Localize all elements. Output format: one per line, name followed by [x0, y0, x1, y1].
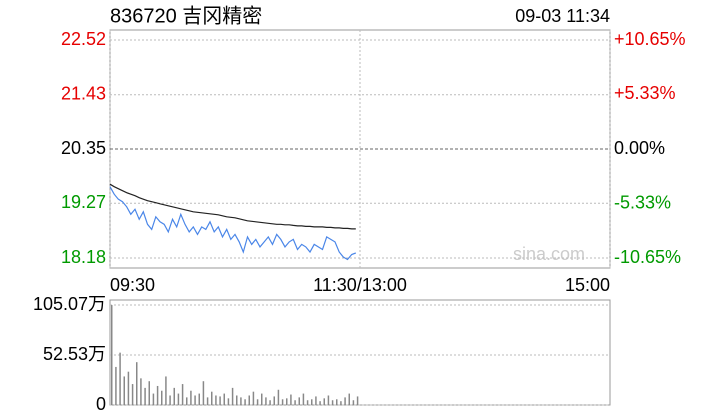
volume-bar: [327, 395, 330, 405]
volume-bar: [244, 399, 246, 405]
volume-bar: [215, 395, 217, 405]
volume-bar: [152, 393, 155, 405]
volume-bar: [156, 385, 159, 405]
price-line: [109, 186, 357, 261]
y-tick-label: 19.27: [61, 192, 106, 212]
volume-bar: [240, 397, 242, 405]
y-tick-label: 22.52: [61, 29, 106, 49]
volume-bar: [281, 399, 284, 405]
price-line: [109, 183, 356, 230]
y-tick-label: 18.18: [61, 247, 106, 267]
x-tick-label: 15:00: [565, 275, 610, 295]
volume-bar: [236, 395, 238, 405]
y2-tick-label: 0.00%: [614, 138, 665, 158]
volume-bar: [123, 376, 125, 405]
volume-bar: [190, 390, 192, 405]
volume-bar: [148, 381, 150, 405]
volume-bar: [298, 397, 300, 405]
volume-bar: [181, 384, 184, 405]
volume-bar: [256, 399, 259, 405]
y2-tick-label: +10.65%: [614, 29, 686, 49]
y-tick-label: 52.53万: [43, 344, 106, 364]
volume-bar: [286, 398, 288, 405]
x-tick-label: 09:30: [110, 275, 155, 295]
volume-bar: [177, 393, 180, 405]
volume-bar: [140, 378, 142, 405]
volume-bar: [265, 397, 267, 405]
volume-bar: [323, 398, 325, 405]
volume-bar: [131, 384, 134, 405]
volume-bar: [219, 396, 221, 405]
stock-title: 836720 吉冈精密: [110, 4, 262, 27]
volume-bar: [348, 393, 350, 405]
volume-bar: [352, 400, 355, 405]
volume-frame: [109, 299, 611, 406]
volume-bar: [127, 371, 130, 405]
volume-bar: [165, 376, 167, 405]
volume-bar: [227, 398, 230, 405]
volume-bar: [302, 393, 305, 405]
volume-bar: [269, 400, 271, 405]
volume-bar: [206, 397, 209, 405]
y-tick-label: 105.07万: [33, 294, 106, 314]
volume-bar: [356, 396, 359, 405]
volume-bar: [231, 387, 234, 405]
volume-bar: [169, 395, 171, 405]
volume-bar: [198, 393, 200, 405]
y-tick-label: 0: [96, 394, 106, 414]
volume-bar: [144, 387, 146, 405]
volume-bar: [202, 381, 205, 405]
y-tick-label: 21.43: [61, 84, 106, 104]
y2-tick-label: +5.33%: [614, 83, 676, 103]
volume-bar: [252, 391, 255, 405]
volume-bar: [161, 390, 163, 405]
volume-bar: [186, 397, 188, 405]
volume-bar: [311, 399, 313, 405]
volume-bar: [119, 352, 121, 405]
volume-bar: [336, 399, 338, 405]
y-tick-label: 20.35: [61, 138, 106, 158]
x-tick-label: 11:30/13:00: [313, 275, 407, 295]
volume-bar: [331, 400, 334, 405]
volume-bar: [115, 366, 117, 405]
volume-bar: [294, 400, 296, 405]
volume-bar: [194, 395, 196, 405]
volume-bar: [211, 391, 213, 405]
volume-bar: [173, 387, 175, 405]
volume-bar: [261, 393, 263, 405]
volume-bar: [290, 394, 292, 405]
y2-tick-label: -5.33%: [614, 192, 671, 212]
volume-bar: [248, 395, 250, 405]
volume-bar: [223, 393, 225, 405]
volume-bar: [340, 401, 342, 405]
volume-bar: [136, 362, 138, 405]
volume-bar: [277, 389, 280, 405]
volume-bar: [111, 305, 113, 405]
volume-bar: [315, 396, 317, 405]
y2-tick-label: -10.65%: [614, 247, 681, 267]
volume-bar: [306, 400, 309, 405]
watermark: sina.com: [513, 244, 585, 264]
volume-bar: [344, 397, 346, 405]
volume-bar: [273, 396, 275, 405]
timestamp: 09-03 11:34: [515, 6, 610, 26]
volume-bar: [319, 401, 321, 405]
